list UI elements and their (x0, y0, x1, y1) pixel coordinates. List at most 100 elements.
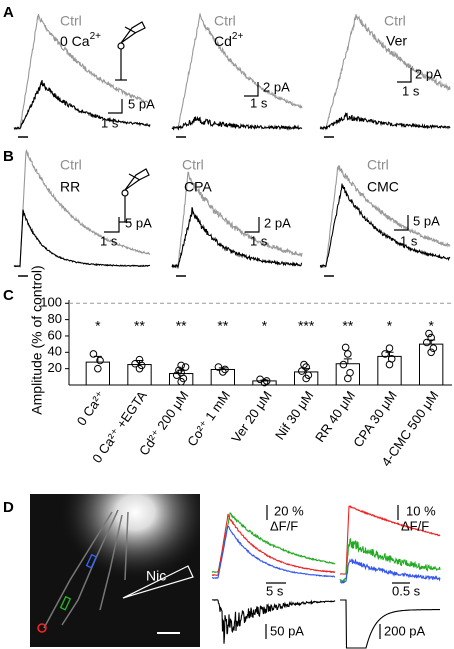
x-scale: 1 s (100, 233, 118, 248)
drug-label: CPA (184, 179, 212, 195)
data-point (300, 360, 308, 369)
data-point (302, 363, 310, 371)
y-tick-label: 80 (48, 311, 62, 326)
significance: *** (298, 318, 315, 334)
ctrl-label: Ctrl (367, 157, 389, 173)
y-tick-label: 100 (40, 295, 62, 310)
drug-label: RR (60, 179, 80, 195)
x-scale: 1 s (250, 95, 268, 110)
drug-label: CMC (367, 179, 399, 195)
panel-label: D (3, 499, 14, 516)
trace (340, 599, 440, 649)
data-point (135, 355, 144, 364)
significance: ** (176, 318, 187, 334)
ctrl-label: Ctrl (60, 13, 82, 29)
panel-label: A (3, 4, 14, 21)
x-tick-label: Nif 30 μM (272, 388, 316, 442)
data-point (94, 364, 102, 373)
x-scale: 1 s (400, 233, 418, 248)
x-scale: 5 s (266, 583, 284, 598)
data-point (381, 350, 389, 358)
trace (212, 525, 335, 579)
bar (294, 371, 319, 386)
data-point (181, 363, 190, 371)
panel-label: B (3, 148, 14, 165)
data-point (387, 355, 396, 363)
data-point (214, 363, 223, 371)
ctrl-label: Ctrl (214, 13, 236, 29)
trace (13, 13, 151, 131)
significance: * (262, 318, 268, 334)
y-tick-label: 40 (48, 344, 62, 359)
y-unit: ΔF/F (270, 518, 298, 533)
y-tick-label: 60 (48, 327, 62, 342)
y-scale: 20 % (274, 503, 304, 518)
current-scale: 200 pA (384, 623, 426, 638)
micrograph: Nic (30, 494, 200, 647)
y-scale: 5 pA (125, 215, 152, 230)
significance: * (428, 318, 434, 334)
data-point (422, 338, 431, 347)
y-axis-label: Amplitude (% of control) (29, 265, 45, 414)
x-scale: 0.5 s (392, 583, 421, 598)
x-tick-label: Ver 20 μM (228, 388, 274, 445)
y-scale: 2 pA (415, 66, 442, 81)
stimulus-label: Nic (146, 568, 166, 584)
trace (171, 13, 303, 131)
trace (319, 165, 451, 269)
current-scale: 50 pA (270, 623, 304, 638)
trace (211, 513, 336, 577)
y-scale: 2 pA (264, 215, 291, 230)
data-point (96, 356, 104, 365)
drug-label: Ver (386, 33, 407, 49)
scale-bars (104, 68, 412, 639)
trace (171, 171, 303, 269)
x-tick-label: 0 Ca²⁺ (74, 388, 108, 428)
data-point (175, 366, 183, 375)
drug-label: Cd2+ (214, 31, 243, 49)
error-bar (385, 351, 394, 357)
data-point (427, 348, 435, 357)
significance: ** (217, 318, 228, 334)
y-tick-label: 20 (48, 360, 62, 375)
data-point (429, 344, 438, 353)
significance: * (95, 318, 101, 334)
trace (319, 111, 451, 131)
y-scale: 10 % (406, 503, 436, 518)
significance: ** (342, 318, 353, 334)
significance: ** (134, 318, 145, 334)
data-point (385, 344, 394, 353)
data-point (172, 371, 181, 379)
trace (171, 207, 303, 270)
significance: * (387, 318, 393, 334)
trace (339, 537, 441, 584)
trace (319, 14, 451, 131)
ctrl-label: Ctrl (60, 157, 82, 173)
data-point (177, 368, 185, 377)
data-point (219, 368, 227, 376)
pipette-icon (115, 21, 150, 223)
data-point (341, 343, 350, 352)
data-point (221, 365, 229, 374)
trace (340, 505, 441, 575)
ctrl-label: Ctrl (182, 157, 204, 173)
data-point (425, 329, 433, 338)
trace (13, 80, 151, 130)
drug-label: 0 Ca2+ (60, 31, 101, 49)
data-point (256, 375, 264, 384)
data-point (177, 361, 185, 370)
trace (171, 115, 303, 132)
data-point (131, 359, 139, 368)
error-bar (343, 358, 352, 364)
data-point (427, 333, 435, 342)
y-unit: ΔF/F (401, 518, 429, 533)
data-point (346, 368, 354, 377)
data-point (297, 367, 306, 375)
trace (13, 149, 151, 269)
x-scale: 1 s (101, 115, 119, 130)
trace (339, 558, 441, 584)
trace (319, 183, 451, 269)
x-scale: 1 s (402, 83, 420, 98)
